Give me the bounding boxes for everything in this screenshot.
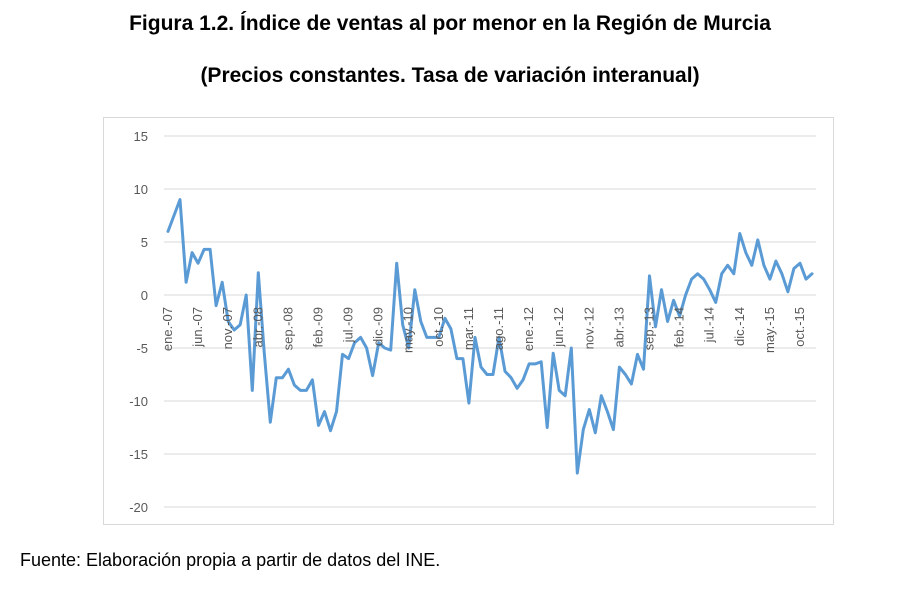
x-tick-label: jul.-09	[341, 307, 356, 343]
x-tick-label: ene.-07	[160, 307, 175, 351]
y-tick-label: -10	[129, 394, 148, 409]
x-tick-label: sep.-13	[641, 307, 656, 350]
x-tick-label: may.-15	[762, 307, 777, 353]
y-tick-label: -20	[129, 500, 148, 515]
x-tick-label: nov.-12	[581, 307, 596, 349]
chart-title: Figura 1.2. Índice de ventas al por meno…	[129, 12, 771, 35]
y-tick-label: -5	[136, 341, 148, 356]
x-tick-label: dic.-14	[732, 307, 747, 346]
x-tick-label: nov.-07	[220, 307, 235, 349]
series-line	[166, 198, 814, 475]
x-tick-label: ene.-12	[521, 307, 536, 351]
y-tick-label: 0	[141, 288, 148, 303]
x-tick-label: feb.-14	[672, 307, 687, 347]
x-tick-label: feb.-09	[310, 307, 325, 347]
x-tick-label: jun.-12	[551, 307, 566, 348]
chart-subtitle: (Precios constantes. Tasa de variación i…	[200, 64, 700, 87]
chart-area: 15 10 5 0 -5 -10 -15 -20 ene.-07 jun.-07 nov.-07 ab…	[103, 117, 834, 525]
x-tick-label: jul.-14	[702, 307, 717, 343]
x-tick-label: dic.-09	[371, 307, 386, 346]
x-tick-label: oct.-10	[431, 307, 446, 347]
x-tick-label: oct.-15	[792, 307, 807, 347]
y-tick-label: 5	[141, 235, 148, 250]
x-tick-label: sep.-08	[280, 307, 295, 350]
x-tick-label: abr.-13	[611, 307, 626, 347]
line-chart: 15 10 5 0 -5 -10 -15 -20 ene.-07 jun.-07 nov.-07 ab…	[129, 129, 816, 515]
y-tick-label: 10	[134, 182, 148, 197]
x-tick-label: jun.-07	[190, 307, 205, 348]
x-tick-label: may.-10	[401, 307, 416, 353]
y-tick-label: -15	[129, 447, 148, 462]
y-tick-label: 15	[134, 129, 148, 144]
x-tick-label: abr.-08	[250, 307, 265, 347]
x-tick-label: mar.-11	[461, 307, 476, 350]
x-tick-label: ago.-11	[491, 307, 506, 350]
source-note: Fuente: Elaboración propia a partir de d…	[20, 550, 441, 570]
